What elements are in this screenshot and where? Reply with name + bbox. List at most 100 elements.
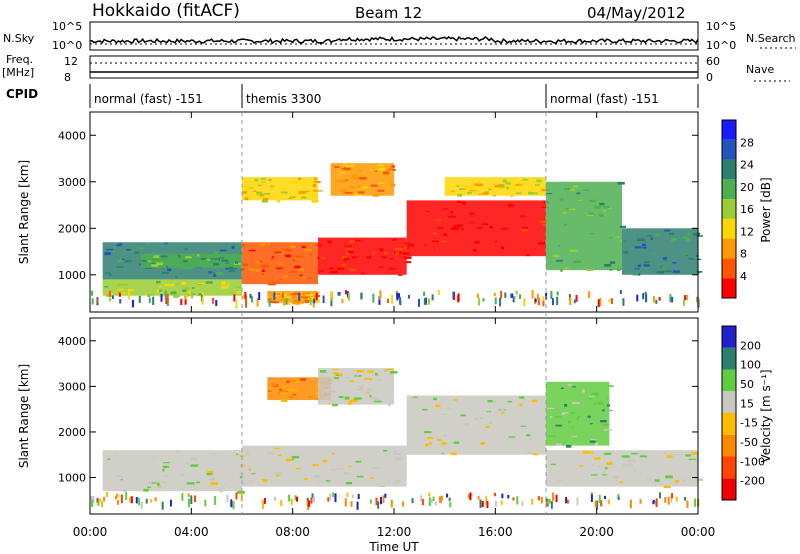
velocity-echo-cell [348,465,352,468]
power-echo-cell [534,184,540,186]
velocity-echo-cell [590,474,598,476]
velocity-clutter-cell [230,499,233,508]
power-echo-cell [106,294,112,297]
power-echo-cell [267,283,276,286]
velocity-echo-cell [269,387,272,391]
power-echo-cell [316,190,323,192]
velocity-echo-cell [384,369,388,372]
velocity-clutter-cell [521,501,524,506]
power-echo-cell [261,200,268,203]
power-clutter-cell [569,297,572,305]
velocity-clutter-cell [375,497,378,506]
power-echo-cell [609,261,616,264]
velocity-ylabel: Slant Range [km] [17,364,31,468]
power-echo-cell [307,277,313,279]
power-echo-cell [360,185,369,189]
power-echo-cell [178,254,181,258]
power-clutter-cell [418,298,421,307]
velocity-echo-cell [358,385,364,388]
velocity-echo-cell [422,408,428,411]
power-echo-cell [661,267,666,269]
velocity-echo-cell [387,451,391,454]
power-echo-cell [493,195,496,197]
power-echo-cell [442,233,447,236]
power-echo-cell [577,199,582,201]
velocity-echo-cell [268,395,272,398]
power-echo-cell [392,238,397,240]
power-echo-cell [342,191,346,194]
power-echo-cell [582,189,590,191]
velocity-clutter-cell [446,493,449,498]
power-clutter-cell [268,298,271,307]
power-clutter-cell [407,294,410,299]
velocity-clutter-cell [467,494,470,499]
velocity-clutter-cell [351,494,354,499]
velocity-echo-cell [316,480,324,482]
velocity-echo-cell [591,439,597,441]
velocity-clutter-cell [357,493,360,500]
velocity-clutter-cell [548,499,551,504]
velocity-clutter-cell [138,497,141,506]
velocity-clutter-cell [485,496,488,504]
velocity-clutter-cell [432,496,435,501]
velocity-clutter-cell [312,496,315,503]
power-clutter-cell [138,295,141,303]
velocity-echo-cell [207,472,211,476]
beam-title: Beam 12 [355,4,422,22]
power-clutter-cell [188,290,191,295]
velocity-clutter-cell [479,499,482,508]
velocity-echo-cell [555,424,562,427]
power-echo-cell [303,293,312,297]
power-ytick-label: 1000 [58,269,86,282]
power-clutter-cell [111,295,114,300]
velocity-clutter-cell [617,493,620,499]
date-title: 04/May/2012 [587,4,685,22]
velocity-echo-cell [378,485,385,488]
power-echo-cell [609,268,613,271]
velocity-echo-cell [486,411,492,413]
power-echo-cell [696,255,699,257]
velocity-echo-cell [314,392,321,395]
velocity-clutter-cell [555,494,558,503]
velocity-clutter-cell [190,495,193,504]
power-clutter-cell [341,299,344,304]
velocity-echo-cell [245,452,250,455]
power-echo-cell [209,254,213,258]
power-echo-cell [359,177,367,180]
power-echo-cell [670,237,677,241]
power-echo-cell [642,246,647,249]
power-echo-cell [569,188,576,191]
velocity-echo-cell [148,480,156,484]
velocity-echo-cell [390,370,398,374]
velocity-colorbar-tick: -15 [740,417,758,430]
power-echo-cell [266,242,271,245]
power-echo-cell [134,251,140,254]
power-echo-cell [103,286,109,288]
power-clutter-cell [619,290,622,295]
power-echo-cell [695,271,703,273]
power-echo-cell [586,268,593,271]
velocity-clutter-cell [154,497,157,502]
power-echo-cell [637,264,641,268]
velocity-echo-cell [594,442,599,446]
velocity-echo-cell [271,383,278,387]
velocity-clutter-cell [181,493,184,501]
velocity-colorbar-tick: 200 [740,339,761,352]
velocity-clutter-cell [310,497,313,504]
power-echo-cell [501,227,509,230]
velocity-clutter-cell [379,496,382,505]
power-echo-cell [257,260,263,263]
velocity-clutter-cell [550,501,553,509]
velocity-colorbar-tick: -100 [740,455,765,468]
power-clutter-cell [482,298,485,302]
velocity-echo-cell [555,443,562,446]
velocity-clutter-cell [263,497,266,504]
velocity-echo-cell [596,401,604,405]
power-clutter-cell [534,298,537,303]
power-echo-cell [542,223,545,226]
velocity-echo-cell [480,442,486,445]
power-echo-cell [169,283,175,287]
power-echo-cell [456,200,462,204]
power-clutter-cell [573,299,576,304]
velocity-echo-cell [275,471,282,475]
